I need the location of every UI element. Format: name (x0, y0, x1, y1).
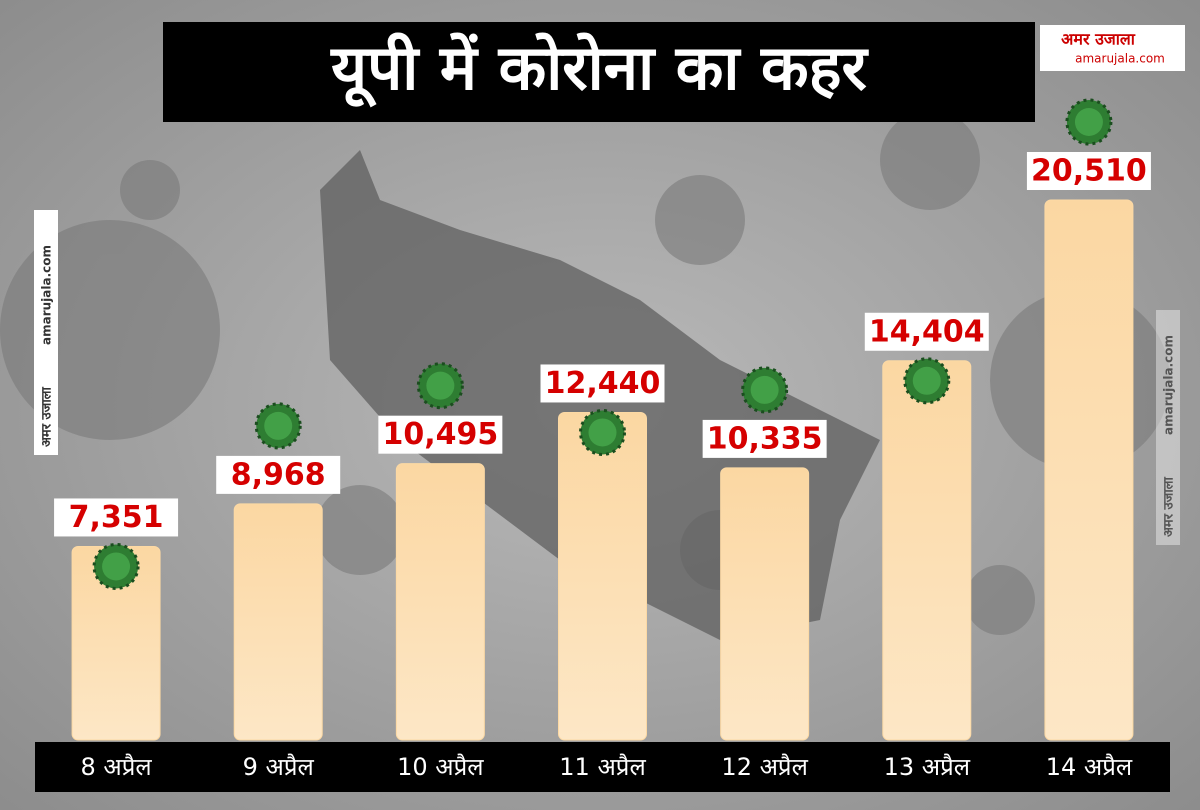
bar (720, 467, 810, 741)
virus-core (588, 418, 617, 447)
value-label-box (1026, 152, 1151, 190)
virus-core (912, 366, 941, 395)
watermark-box (34, 210, 58, 455)
x-tick-label: 11 अप्रैल (559, 753, 646, 781)
value-label: 20,510 (1031, 154, 1147, 189)
virus-core (102, 552, 131, 581)
x-tick-label: 13 अप्रैल (884, 753, 971, 781)
logo-box (1040, 25, 1185, 71)
x-tick-label: 8 अप्रैल (80, 753, 152, 781)
title-box (163, 22, 1035, 122)
value-label-box (54, 498, 179, 537)
chart-title: यूपी में कोरोना का कहर (330, 31, 869, 108)
x-tick-label: 10 अप्रैल (397, 753, 484, 781)
value-label: 12,440 (545, 366, 661, 401)
value-label-box (540, 364, 665, 403)
value-label-box (864, 312, 989, 351)
value-label: 14,404 (869, 314, 985, 349)
x-tick-label: 12 अप्रैल (721, 753, 808, 781)
x-tick-label: 14 अप्रैल (1046, 753, 1133, 781)
virus-core (426, 371, 455, 400)
watermark-site: amarujala.com (40, 245, 54, 345)
virus-core (264, 411, 293, 440)
virus-core (750, 375, 779, 404)
value-label-box (378, 415, 503, 454)
value-label: 7,351 (69, 500, 164, 535)
bar (558, 411, 647, 741)
watermark-name: अमर उजाला (40, 387, 55, 447)
watermark-site: amarujala.com (1162, 335, 1176, 435)
value-label: 8,968 (231, 457, 326, 492)
logo-name: अमर उजाला (1061, 30, 1136, 49)
bar (233, 503, 323, 741)
value-label: 10,335 (707, 421, 823, 456)
virus-core (1074, 108, 1103, 136)
bar (882, 360, 972, 741)
value-label: 10,495 (382, 417, 498, 452)
bar (1044, 199, 1134, 741)
bar (395, 463, 485, 741)
value-label-box (216, 455, 341, 494)
watermark-box (1156, 310, 1180, 545)
category-strip (35, 742, 1170, 792)
x-tick-label: 9 अप्रैल (243, 753, 315, 781)
logo-site: amarujala.com (1075, 52, 1165, 66)
value-label-box (702, 419, 827, 458)
watermark-name: अमर उजाला (1162, 477, 1177, 537)
